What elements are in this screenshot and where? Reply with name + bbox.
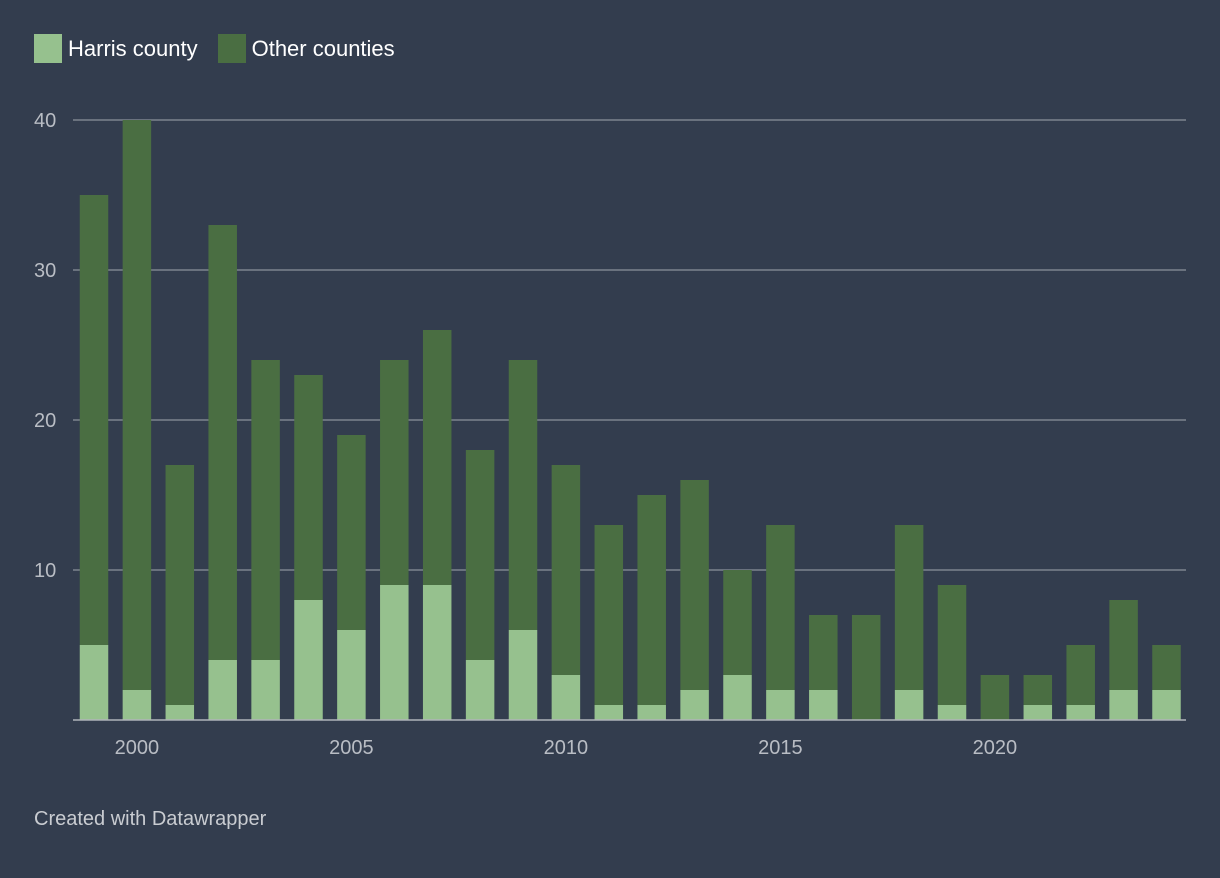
bar-harris-2001 (165, 705, 195, 720)
bar-other-2009 (508, 360, 538, 630)
bar-harris-2014 (723, 675, 752, 720)
bar-harris-2022 (1066, 705, 1095, 720)
bar-other-2008 (465, 450, 495, 660)
bar-other-2002 (208, 225, 237, 660)
bar-other-2001 (165, 465, 195, 705)
bar-other-2012 (637, 495, 666, 705)
bar-other-2006 (380, 360, 409, 585)
legend-swatch-other (217, 34, 246, 63)
x-tick-label-2000: 2000 (115, 737, 160, 759)
bar-other-2019 (937, 585, 967, 705)
y-tick-label-40: 40 (34, 110, 56, 132)
bar-other-2004 (294, 375, 323, 600)
bar-harris-2021 (1023, 705, 1053, 720)
bar-harris-2018 (894, 690, 924, 720)
bar-other-2020 (980, 675, 1010, 720)
bar-harris-2012 (637, 705, 666, 720)
footer-credit: Created with Datawrapper (34, 808, 267, 830)
bar-harris-2024 (1152, 690, 1181, 720)
bar-harris-2013 (680, 690, 709, 720)
bar-other-2014 (723, 570, 752, 675)
bar-other-2015 (766, 525, 795, 690)
bar-harris-2006 (380, 585, 409, 720)
bar-other-2005 (337, 435, 366, 630)
x-tick-label-2015: 2015 (758, 737, 803, 759)
bar-other-2023 (1109, 600, 1138, 690)
legend-item-other: Other counties (217, 34, 395, 63)
legend-item-harris: Harris county (34, 34, 198, 63)
bar-other-2003 (251, 360, 280, 660)
bar-harris-2010 (551, 675, 581, 720)
y-tick-label-30: 30 (34, 260, 56, 282)
x-tick-label-2020: 2020 (973, 737, 1018, 759)
bar-harris-2008 (465, 660, 495, 720)
bar-harris-2002 (208, 660, 237, 720)
bar-harris-2019 (937, 705, 967, 720)
bar-other-2010 (551, 465, 581, 675)
x-tick-label-2010: 2010 (544, 737, 589, 759)
y-tick-label-10: 10 (34, 560, 56, 582)
bar-harris-1999 (79, 645, 109, 720)
x-tick-label-2005: 2005 (329, 737, 374, 759)
y-tick-label-20: 20 (34, 410, 56, 432)
bar-other-2011 (594, 525, 624, 705)
bar-other-2007 (422, 330, 452, 585)
legend-label-harris: Harris county (68, 36, 198, 61)
bar-other-2017 (851, 615, 881, 720)
bar-other-2018 (894, 525, 924, 690)
bar-harris-2016 (809, 690, 838, 720)
bar-harris-2007 (422, 585, 452, 720)
legend: Harris county Other counties (34, 34, 415, 63)
bar-other-2000 (122, 120, 152, 690)
bar-harris-2015 (766, 690, 795, 720)
legend-swatch-harris (34, 34, 62, 63)
bar-other-2024 (1152, 645, 1181, 690)
bar-harris-2009 (508, 630, 538, 720)
legend-label-other: Other counties (251, 36, 395, 61)
bar-other-2021 (1023, 675, 1053, 705)
bar-harris-2005 (337, 630, 366, 720)
bar-harris-2003 (251, 660, 280, 720)
bar-harris-2000 (122, 690, 152, 720)
bar-other-2013 (680, 480, 709, 690)
bar-harris-2011 (594, 705, 624, 720)
bar-harris-2023 (1109, 690, 1138, 720)
bar-other-2022 (1066, 645, 1095, 705)
bar-other-1999 (79, 195, 109, 645)
bar-other-2016 (809, 615, 838, 690)
bar-harris-2004 (294, 600, 323, 720)
